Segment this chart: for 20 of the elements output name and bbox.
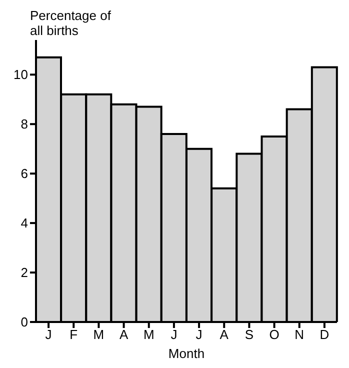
x-tick-label: O <box>269 327 280 342</box>
x-tick-label: M <box>93 327 104 342</box>
y-tick-label: 2 <box>20 265 28 280</box>
x-tick-label: F <box>70 327 78 342</box>
y-tick-label: 6 <box>20 166 28 182</box>
x-axis-title: Month <box>168 346 205 361</box>
x-tick-label: N <box>294 327 304 342</box>
x-tick-label: A <box>119 327 128 342</box>
y-tick-label: 0 <box>20 314 28 330</box>
x-tick-label: J <box>196 327 202 342</box>
y-axis-title: Percentage of all births <box>30 8 111 38</box>
x-tick-label: M <box>143 327 154 342</box>
x-tick-label: J <box>45 327 52 342</box>
x-tick-label: S <box>244 327 254 342</box>
y-tick-label: 8 <box>20 116 28 132</box>
x-tick-label: D <box>320 327 330 342</box>
x-tick-label: A <box>220 327 229 342</box>
y-tick-label: 10 <box>14 67 28 82</box>
x-tick-label: J <box>170 327 178 342</box>
y-tick-label: 4 <box>20 216 28 231</box>
